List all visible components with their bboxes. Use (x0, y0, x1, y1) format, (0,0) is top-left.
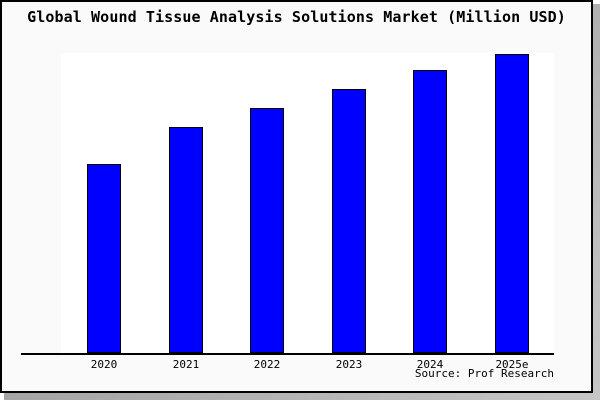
chart-frame: Global Wound Tissue Analysis Solutions M… (0, 0, 593, 393)
x-tick-label-2022: 2022 (253, 358, 281, 371)
plot-area (61, 53, 554, 354)
bar-2022 (250, 108, 284, 353)
bar-2024 (413, 70, 447, 353)
x-axis-line (21, 353, 554, 355)
bar-2020 (87, 164, 121, 353)
x-tick-label-2023: 2023 (335, 358, 363, 371)
x-tick-label-2020: 2020 (90, 358, 118, 371)
x-tick-label-2021: 2021 (172, 358, 200, 371)
bar-2025e (495, 54, 529, 353)
source-label: Source: Prof Research (414, 367, 554, 380)
x-tick-label-2025e: 2025e (495, 358, 529, 371)
x-tick-label-2024: 2024 (416, 358, 444, 371)
bar-2023 (332, 89, 366, 353)
chart-title: Global Wound Tissue Analysis Solutions M… (27, 8, 566, 26)
bar-2021 (169, 127, 203, 353)
